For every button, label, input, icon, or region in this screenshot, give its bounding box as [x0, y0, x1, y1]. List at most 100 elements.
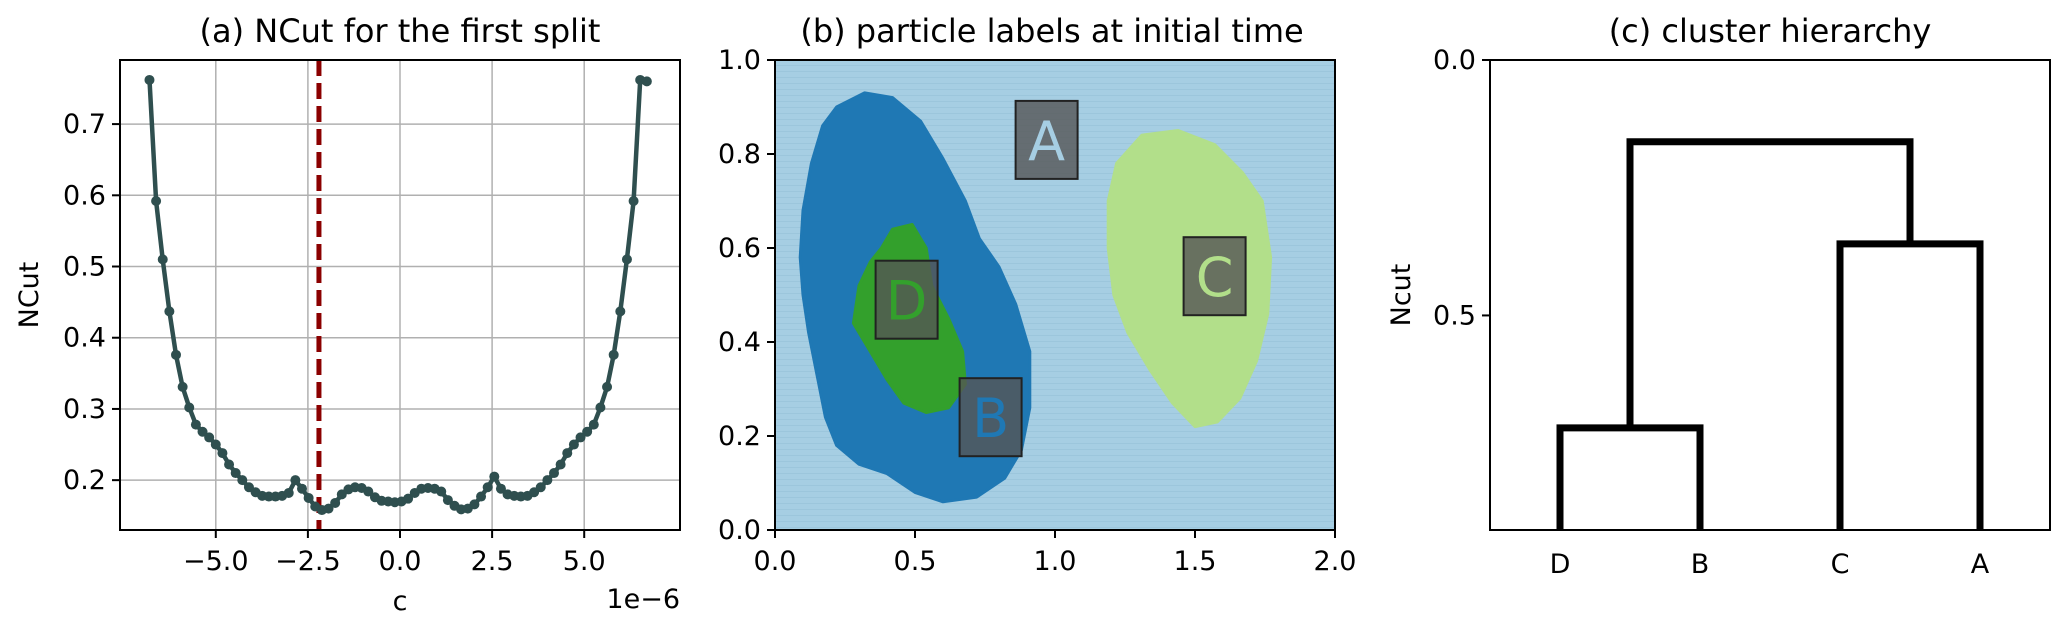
panel-c: (c) cluster hierarchy 0.0 0.5 D B C A Ncut: [1386, 12, 2051, 580]
panel-c-merge-db: [1556, 424, 1704, 530]
panel-a-data-point: [595, 402, 606, 413]
panel-a-data-point: [476, 491, 487, 502]
panel-a-data-point: [469, 499, 480, 510]
panel-a-data-point: [330, 497, 341, 508]
panel-a-series: [144, 74, 652, 516]
panel-a-data-point: [602, 381, 613, 392]
panel-c-y-axis-label: Ncut: [1386, 264, 1417, 327]
panel-c-plot-frame: [1489, 59, 2051, 531]
panel-a-data-point: [588, 419, 599, 430]
panel-a-data-point: [542, 475, 553, 486]
panel-a-x-ticks: −5.0 −2.5 0.0 2.5 5.0: [183, 530, 606, 577]
panel-a-data-point: [482, 482, 493, 493]
panel-a-data-point: [403, 493, 414, 504]
panel-b-label-box-c: [1182, 236, 1247, 317]
panel-a-offset-label: 1e−6: [606, 584, 680, 615]
panel-a-y-tick-label: 0.4: [63, 323, 106, 354]
panel-b-y-tick-label: 0.6: [718, 233, 761, 264]
panel-a-title: (a) NCut for the first split: [200, 12, 601, 50]
panel-b-title: (b) particle labels at initial time: [800, 12, 1303, 50]
panel-a-data-point: [164, 306, 175, 317]
panel-b-cluster-label-d: D: [886, 270, 928, 333]
panel-a-data-point: [224, 459, 235, 470]
panel-b-x-tick-label: 1.0: [1034, 546, 1077, 577]
panel-a-data-point: [210, 439, 221, 450]
panel-a-y-tick-label: 0.2: [63, 465, 106, 496]
panel-c-merge-dbca: [1626, 138, 1914, 428]
panel-a-x-tick-label: −2.5: [275, 546, 341, 577]
panel-a-data-point: [535, 482, 546, 493]
panel-b-x-tick-label: 0.5: [894, 546, 937, 577]
panel-a-data-point: [230, 468, 241, 479]
panel-a-data-point: [495, 483, 506, 494]
panel-a-x-tick-label: −5.0: [183, 546, 249, 577]
panel-b-y-ticks: 0.0 0.2 0.4 0.6 0.8 1.0: [718, 45, 775, 546]
panel-b-cluster-label-c: C: [1196, 246, 1234, 309]
panel-a-data-point: [237, 475, 248, 486]
panel-a-data-point: [184, 402, 195, 413]
panel-a-data-point: [197, 426, 208, 437]
panel-a-data-point: [549, 468, 559, 479]
panel-a-x-tick-label: 5.0: [563, 546, 606, 577]
panel-a-data-point: [283, 487, 294, 498]
panel-a-data-point: [621, 254, 632, 265]
panel-a-x-tick-label: 0.0: [379, 546, 422, 577]
panel-a-data-point: [303, 492, 314, 503]
panel-c-leaf-label-a: A: [1971, 549, 1990, 580]
panel-a-data-point: [144, 74, 155, 85]
panel-b-x-tick-label: 0.0: [754, 546, 797, 577]
panel-a-data-point: [568, 439, 579, 450]
panel-a-data-point: [297, 483, 307, 494]
panel-a-data-point: [562, 448, 573, 459]
panel-a-data-point: [190, 419, 201, 430]
panel-b-y-tick-label: 1.0: [718, 45, 761, 76]
panel-b: (b) particle labels at initial time A B C D…: [718, 12, 1356, 577]
panel-a-y-axis-label: NCut: [14, 262, 45, 329]
panel-a-y-tick-label: 0.6: [63, 180, 106, 211]
panel-c-leaf-label-c: C: [1831, 549, 1850, 580]
panel-b-y-tick-label: 0.2: [718, 421, 761, 452]
panel-a-data-point: [641, 76, 652, 87]
panel-a-data-point: [436, 486, 447, 497]
panel-b-cluster-label-b: B: [972, 387, 1009, 450]
panel-c-leaf-label-b: B: [1691, 549, 1710, 580]
panel-a-data-point: [157, 254, 168, 265]
panel-a-data-point: [628, 196, 639, 206]
panel-a-data-point: [177, 381, 188, 392]
panel-b-label-box-b: [958, 377, 1023, 458]
panel-a-data-point: [204, 432, 215, 443]
panel-c-title: (c) cluster hierarchy: [1609, 12, 1932, 50]
panel-a-x-axis-label: c: [393, 586, 408, 617]
panel-a: (a) NCut for the first split −5.0 −2.5 0.0…: [14, 12, 681, 617]
panel-b-x-tick-label: 1.5: [1174, 546, 1217, 577]
panel-a-data-point: [323, 503, 334, 514]
panel-a-data-point: [555, 459, 566, 470]
panel-a-data-point: [615, 306, 626, 317]
panel-c-y-tick-label: 0.5: [1433, 300, 1476, 331]
panel-a-data-point: [290, 475, 301, 486]
panel-b-y-tick-label: 0.0: [718, 515, 761, 546]
panel-a-data-point: [582, 426, 593, 437]
panel-a-data-point: [489, 471, 500, 482]
panel-c-dendrogram: [1556, 138, 1984, 530]
panel-a-data-point: [171, 349, 181, 360]
panel-a-y-ticks: 0.2 0.3 0.4 0.5 0.6 0.7: [63, 109, 120, 496]
panel-b-label-box-a: [1014, 99, 1079, 180]
panel-a-y-tick-label: 0.5: [63, 252, 106, 283]
panel-a-data-point: [363, 486, 374, 497]
panel-a-data-point: [575, 432, 586, 443]
panel-a-grid: [120, 60, 680, 530]
panel-c-leaf-label-d: D: [1550, 549, 1571, 580]
panel-b-cluster-labels: A B C D: [874, 99, 1247, 458]
panel-a-data-point: [442, 495, 453, 506]
panel-a-data-point: [608, 349, 619, 360]
panel-b-label-box-d: [874, 259, 939, 340]
panel-c-y-ticks: 0.0 0.5: [1433, 45, 1490, 331]
panel-b-cluster-label-a: A: [1028, 110, 1065, 173]
panel-b-y-tick-label: 0.8: [718, 139, 761, 170]
panel-c-y-tick-label: 0.0: [1433, 45, 1476, 76]
panel-a-y-tick-label: 0.7: [63, 109, 106, 140]
panel-a-data-point: [151, 196, 162, 206]
